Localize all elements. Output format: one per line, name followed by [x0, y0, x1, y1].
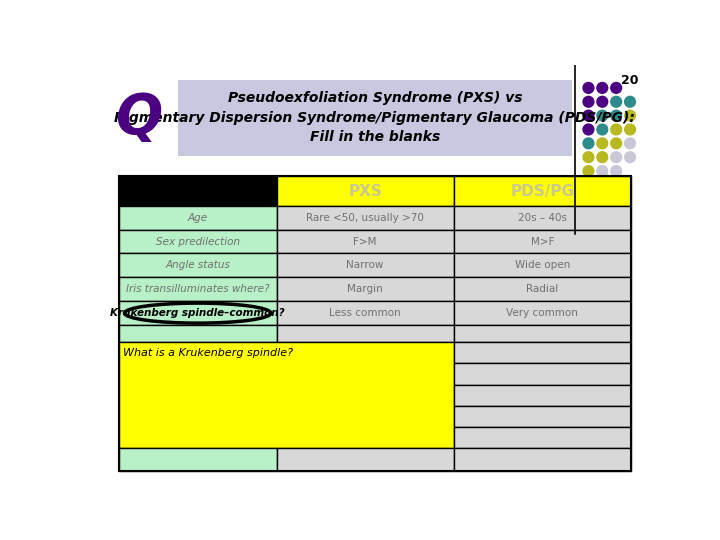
Circle shape — [611, 83, 621, 93]
Circle shape — [583, 124, 594, 135]
Bar — [119, 278, 276, 301]
Circle shape — [583, 110, 594, 121]
Bar — [454, 427, 631, 448]
Bar — [276, 301, 454, 325]
Bar — [119, 325, 276, 342]
Text: Angle status: Angle status — [165, 260, 230, 271]
Circle shape — [583, 179, 594, 190]
Bar — [176, 79, 573, 157]
Text: Iris transilluminates where?: Iris transilluminates where? — [126, 284, 269, 294]
Text: Rare <50, usually >70: Rare <50, usually >70 — [306, 213, 424, 222]
Bar — [119, 342, 454, 448]
Circle shape — [597, 179, 608, 190]
Circle shape — [625, 110, 636, 121]
Text: What is a Krukenberg spindle?: What is a Krukenberg spindle? — [123, 348, 293, 358]
Bar — [119, 230, 276, 253]
Circle shape — [611, 124, 621, 135]
Text: Krukenberg spindle–common?: Krukenberg spindle–common? — [110, 308, 285, 318]
Circle shape — [597, 96, 608, 107]
Text: Sex predilection: Sex predilection — [156, 237, 240, 247]
Circle shape — [625, 124, 636, 135]
Bar — [276, 230, 454, 253]
Circle shape — [583, 83, 594, 93]
Text: F>M: F>M — [354, 237, 377, 247]
Circle shape — [611, 138, 621, 148]
Circle shape — [625, 96, 636, 107]
Bar — [276, 253, 454, 278]
Bar — [454, 363, 631, 384]
Circle shape — [625, 138, 636, 148]
Circle shape — [597, 138, 608, 148]
Circle shape — [611, 96, 621, 107]
Text: Pseudoexfoliation Syndrome (PXS) vs
Pigmentary Dispersion Syndrome/Pigmentary Gl: Pseudoexfoliation Syndrome (PXS) vs Pigm… — [114, 91, 635, 144]
Bar — [276, 278, 454, 301]
Text: Narrow: Narrow — [346, 260, 384, 271]
Circle shape — [611, 110, 621, 121]
Bar — [119, 177, 276, 206]
Text: PXS: PXS — [348, 184, 382, 199]
Circle shape — [583, 96, 594, 107]
Text: Wide open: Wide open — [515, 260, 570, 271]
Bar — [119, 253, 276, 278]
Circle shape — [583, 152, 594, 163]
Bar — [119, 301, 276, 325]
Circle shape — [583, 166, 594, 177]
Text: Radial: Radial — [526, 284, 559, 294]
Bar — [276, 177, 454, 206]
Text: M>F: M>F — [531, 237, 554, 247]
Circle shape — [611, 152, 621, 163]
Circle shape — [597, 124, 608, 135]
Circle shape — [625, 152, 636, 163]
Bar — [119, 177, 631, 471]
Bar — [276, 448, 454, 471]
Text: Q: Q — [116, 91, 163, 145]
Bar — [454, 230, 631, 253]
Bar — [454, 406, 631, 427]
Circle shape — [583, 138, 594, 148]
Circle shape — [611, 166, 621, 177]
Text: PDS/PG: PDS/PG — [510, 184, 575, 199]
Text: 20s – 40s: 20s – 40s — [518, 213, 567, 222]
Text: Age: Age — [188, 213, 208, 222]
Bar — [119, 206, 276, 230]
Circle shape — [597, 166, 608, 177]
Bar — [454, 384, 631, 406]
Bar — [119, 448, 276, 471]
Bar — [454, 342, 631, 363]
Text: Less common: Less common — [329, 308, 401, 318]
Bar — [454, 278, 631, 301]
Bar — [454, 325, 631, 342]
Bar — [454, 301, 631, 325]
Bar — [276, 325, 454, 342]
Bar — [454, 448, 631, 471]
Text: 20: 20 — [621, 74, 639, 87]
Text: Very common: Very common — [506, 308, 578, 318]
Circle shape — [597, 152, 608, 163]
Circle shape — [597, 83, 608, 93]
Text: Margin: Margin — [347, 284, 383, 294]
Bar — [454, 206, 631, 230]
Bar — [454, 177, 631, 206]
Circle shape — [597, 110, 608, 121]
Bar — [454, 253, 631, 278]
Bar — [276, 206, 454, 230]
